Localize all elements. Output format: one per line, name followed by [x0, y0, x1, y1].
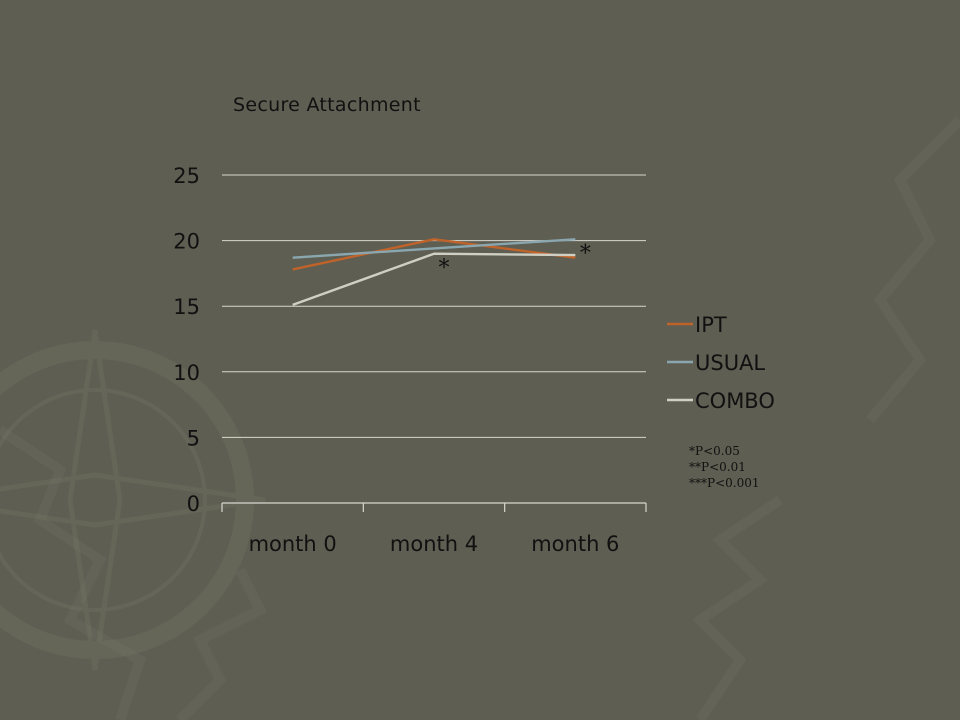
significance-markers: **: [439, 241, 591, 280]
series-line-usual: [292, 238, 576, 259]
y-tick-label: 0: [187, 492, 200, 516]
significance-notes: *P<0.05 **P<0.01 ***P<0.001: [689, 443, 759, 491]
gridlines: [222, 174, 646, 438]
series-lines: [292, 238, 576, 307]
significance-note: ***P<0.001: [689, 476, 760, 490]
x-axis: [221, 502, 647, 512]
x-tick-label: month 6: [531, 532, 619, 556]
x-axis-ticks: month 0 month 4 month 6: [249, 532, 620, 556]
legend: IPT USUAL COMBO: [667, 313, 775, 413]
y-tick-label: 10: [173, 361, 200, 385]
series-line-combo: [292, 252, 576, 307]
y-tick-label: 15: [173, 295, 200, 319]
chart-title: Secure Attachment: [233, 94, 421, 116]
significance-marker: *: [439, 256, 450, 281]
legend-label: IPT: [695, 313, 727, 337]
y-tick-label: 25: [173, 164, 200, 188]
x-tick-label: month 4: [390, 532, 478, 556]
significance-marker: *: [580, 241, 591, 266]
legend-label: USUAL: [695, 351, 765, 375]
series-line-ipt: [292, 238, 576, 271]
significance-note: **P<0.01: [689, 460, 746, 474]
y-tick-label: 5: [187, 426, 200, 450]
y-tick-label: 20: [173, 230, 200, 254]
y-axis-ticks: 0 5 10 15 20 25: [173, 164, 200, 516]
x-tick-label: month 0: [249, 532, 337, 556]
legend-label: COMBO: [695, 389, 775, 413]
significance-note: *P<0.05: [689, 444, 740, 458]
